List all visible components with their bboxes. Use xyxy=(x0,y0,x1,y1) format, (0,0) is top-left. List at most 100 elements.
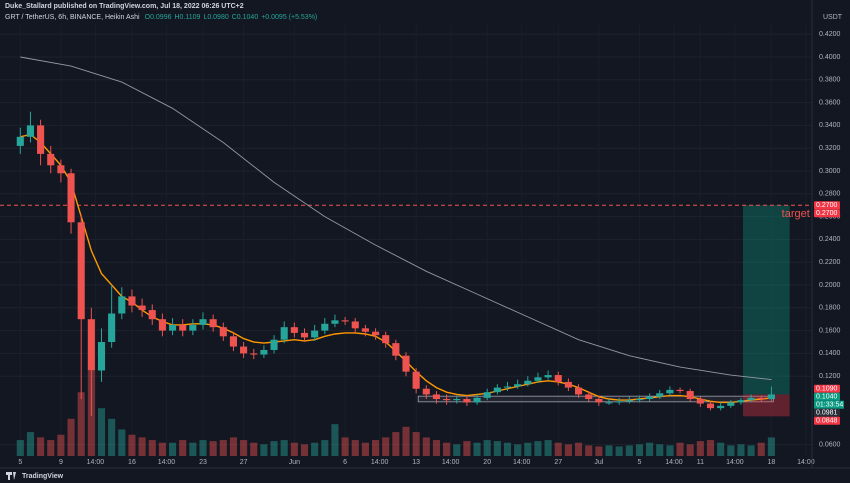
volume-bar xyxy=(219,440,227,456)
volume-bar xyxy=(189,442,197,456)
volume-bar xyxy=(168,442,177,456)
x-tick-label: 14:00 xyxy=(87,459,105,466)
candle-body xyxy=(97,342,106,371)
volume-bar xyxy=(646,442,654,456)
y-tick-label: 0.4000 xyxy=(819,54,841,61)
candle-body xyxy=(321,323,329,331)
y-tick-label: 0.2200 xyxy=(819,259,841,266)
candle-body xyxy=(463,399,471,403)
candle-body xyxy=(77,222,85,320)
ohlc-readout: H0.1109 xyxy=(174,14,200,21)
volume-bar xyxy=(311,442,319,456)
candle-body xyxy=(47,153,55,166)
candle-body xyxy=(300,332,309,338)
y-tick-label: 0.4200 xyxy=(819,31,841,38)
x-tick-label: 27 xyxy=(554,459,562,466)
volume-bar xyxy=(554,442,562,456)
price-label: 0.2700 xyxy=(816,202,838,209)
countdown: 01:33:54 xyxy=(816,402,843,409)
y-tick-label: 0.2800 xyxy=(819,191,841,198)
price-label-bg xyxy=(814,384,840,393)
y-tick-label: 0.1200 xyxy=(819,373,841,380)
candle-body xyxy=(585,394,593,399)
x-tick-label: 5 xyxy=(637,459,641,466)
y-tick-label: 0.1400 xyxy=(819,350,841,357)
candle-body xyxy=(37,125,45,154)
candle-body xyxy=(361,328,369,332)
volume-bar xyxy=(585,445,593,456)
candle-body xyxy=(656,393,664,397)
candle-body xyxy=(209,319,217,328)
candle-body xyxy=(483,392,491,398)
candle-body xyxy=(311,330,319,338)
volume-bar xyxy=(47,440,55,456)
volume-bar xyxy=(158,442,166,456)
volume-bar xyxy=(635,444,644,456)
candle-body xyxy=(574,387,583,395)
volume-bar xyxy=(534,441,542,456)
price-label: 0.0848 xyxy=(816,418,838,425)
price-label: 0.1040 xyxy=(816,394,838,401)
volume-bar xyxy=(402,426,410,456)
brand: TradingView xyxy=(22,473,64,480)
volume-bar xyxy=(686,444,694,456)
candle-body xyxy=(625,400,633,402)
volume-bar xyxy=(422,437,430,456)
volume-bar xyxy=(118,429,126,456)
ohlc-readout: +0.0095 (+5.53%) xyxy=(261,14,317,21)
candle-body xyxy=(503,386,512,388)
volume-bar xyxy=(605,445,613,456)
x-tick-label: 18 xyxy=(768,459,776,466)
x-tick-label: Jul xyxy=(594,459,603,466)
x-tick-label: 16 xyxy=(128,459,136,466)
position-loss xyxy=(742,394,790,417)
volume-bar xyxy=(382,437,390,456)
volume-bar xyxy=(747,445,755,456)
price-label: 0.0981 xyxy=(816,410,838,417)
candle-body xyxy=(331,320,339,324)
volume-bar xyxy=(199,440,207,456)
candle-body xyxy=(767,394,775,399)
y-tick-label: 0.3800 xyxy=(819,77,841,84)
ohlc-readout: C0.1040 xyxy=(232,14,259,21)
volume-bar xyxy=(412,432,420,456)
x-tick-label: 11 xyxy=(697,459,704,466)
volume-bar xyxy=(138,437,146,456)
volume-bar xyxy=(666,445,674,456)
volume-bar xyxy=(361,442,369,456)
volume-bar xyxy=(544,440,552,456)
volume-bar xyxy=(443,442,451,456)
y-tick-label: 0.2400 xyxy=(819,236,841,243)
position-profit xyxy=(742,205,790,395)
volume-bar xyxy=(432,440,441,456)
candle-body xyxy=(412,371,420,389)
candle-body xyxy=(717,405,725,409)
volume-bar xyxy=(595,446,603,456)
volume-bar xyxy=(108,418,116,456)
volume-bar xyxy=(371,440,380,456)
candle-body xyxy=(615,401,623,403)
volume-bar xyxy=(341,437,349,456)
candle-body xyxy=(453,399,461,401)
x-tick-label: 14:00 xyxy=(665,459,683,466)
price-label: 0.1090 xyxy=(816,386,838,393)
candle-body xyxy=(493,387,501,393)
x-tick-label: 14:00 xyxy=(371,459,389,466)
candle-body xyxy=(696,399,704,404)
candle-body xyxy=(514,384,522,387)
candle-body xyxy=(554,375,562,382)
volume-bar xyxy=(280,440,288,456)
x-tick-label: 14:00 xyxy=(726,459,744,466)
price-label: 0.2700 xyxy=(816,210,838,217)
volume-bar xyxy=(727,445,735,456)
volume-bar xyxy=(503,442,512,456)
y-tick-label: 0.3600 xyxy=(819,99,841,106)
candle-body xyxy=(57,165,65,174)
volume-bar xyxy=(67,418,75,456)
volume-bar xyxy=(615,446,623,456)
x-tick-label: 14:00 xyxy=(797,459,815,466)
candle-body xyxy=(108,313,116,342)
volume-bar xyxy=(706,440,715,456)
volume-bar xyxy=(57,434,65,456)
